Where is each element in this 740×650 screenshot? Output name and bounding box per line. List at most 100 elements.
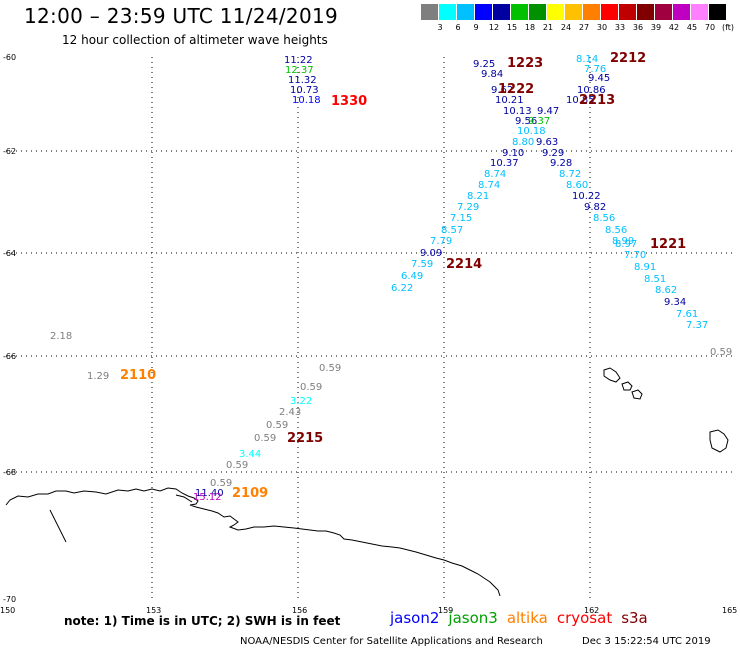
colorbar-label: 15 bbox=[506, 23, 518, 32]
wave-height-value: 10.18 bbox=[517, 126, 546, 137]
wave-height-value: 15.12 bbox=[193, 492, 222, 503]
colorbar-label: 30 bbox=[596, 23, 608, 32]
wave-height-value: 0.59 bbox=[210, 478, 233, 489]
wave-height-value: 12.37 bbox=[285, 65, 314, 76]
wave-height-value: 8.74 bbox=[484, 169, 507, 180]
wave-height-value: 9.29 bbox=[542, 148, 565, 159]
wave-height-value: 1.29 bbox=[87, 371, 110, 382]
wave-height-value: 0.59 bbox=[300, 382, 323, 393]
wave-height-value: 0.59 bbox=[254, 433, 277, 444]
colorbar-label: 27 bbox=[578, 23, 590, 32]
wave-height-value: 8.91 bbox=[634, 262, 657, 273]
wave-height-value: 0.59 bbox=[266, 420, 289, 431]
wave-height-value: 9.45 bbox=[588, 73, 611, 84]
colorbar-label: 24 bbox=[560, 23, 572, 32]
pass-time-label: 2213 bbox=[579, 93, 616, 108]
wave-height-value: 10.73 bbox=[290, 85, 319, 96]
wave-height-value: 9.28 bbox=[550, 158, 573, 169]
wave-height-value: 8.80 bbox=[512, 137, 535, 148]
island-2 bbox=[621, 381, 633, 391]
colorbar-swatch bbox=[457, 4, 475, 20]
island-3 bbox=[631, 389, 643, 400]
colorbar-swatch bbox=[601, 4, 619, 20]
wave-height-value: 9.47 bbox=[537, 106, 560, 117]
wave-height-value: 7.79 bbox=[430, 236, 453, 247]
colorbar-swatch bbox=[529, 4, 547, 20]
colorbar-swatch bbox=[493, 4, 511, 20]
longitude-label: 153 bbox=[146, 606, 162, 615]
coastline-peninsula bbox=[175, 494, 193, 503]
island-4 bbox=[709, 429, 729, 453]
pass-time-label: 2215 bbox=[287, 431, 324, 446]
legend-item-jason2: jason2 bbox=[390, 609, 440, 627]
wave-height-value: 7.70 bbox=[624, 250, 647, 261]
pass-time-label: 2212 bbox=[610, 51, 647, 66]
colorbar-label: 3 bbox=[437, 23, 443, 32]
wave-height-value: 7.37 bbox=[686, 320, 709, 331]
latitude-label: -66 bbox=[3, 352, 17, 361]
colorbar-label: 6 bbox=[455, 23, 461, 32]
wave-height-value: 7.29 bbox=[457, 202, 480, 213]
wave-height-value: 2.43 bbox=[279, 407, 302, 418]
wave-height-value: 3.22 bbox=[290, 396, 313, 407]
wave-height-value: 10.37 bbox=[490, 158, 519, 169]
wave-height-value: 10.13 bbox=[503, 106, 532, 117]
latitude-label: -60 bbox=[3, 53, 17, 62]
wave-height-value: 10.85 bbox=[566, 95, 595, 106]
map-subtitle: 12 hour collection of altimeter wave hei… bbox=[62, 33, 328, 47]
latitude-label: -70 bbox=[3, 595, 17, 604]
colorbar-label: 12 bbox=[488, 23, 500, 32]
colorbar-swatch bbox=[421, 4, 439, 20]
wave-height-value: 8.56 bbox=[605, 225, 628, 236]
colorbar-label: 36 bbox=[632, 23, 644, 32]
wave-height-value: 8.97 bbox=[615, 239, 638, 250]
colorbar-swatch bbox=[655, 4, 673, 20]
pass-time-label: 1223 bbox=[507, 56, 544, 71]
colorbar-label: 9 bbox=[473, 23, 479, 32]
coastline-inner bbox=[49, 509, 67, 543]
colorbar-swatch bbox=[439, 4, 457, 20]
wave-height-value: 8.60 bbox=[566, 180, 589, 191]
wave-height-value: 8.56 bbox=[593, 213, 616, 224]
island-1 bbox=[603, 367, 621, 383]
wave-height-value: 8.51 bbox=[644, 274, 667, 285]
legend-item-jason3: jason3 bbox=[448, 609, 498, 627]
lat-lon-grid bbox=[6, 57, 736, 599]
colorbar-swatch bbox=[475, 4, 493, 20]
legend-item-s3a: s3a bbox=[621, 609, 648, 627]
wave-height-value: 9.25 bbox=[473, 59, 496, 70]
pass-time-label: 1221 bbox=[650, 237, 687, 252]
wave-height-value: 2.18 bbox=[50, 331, 73, 342]
colorbar-swatch bbox=[511, 4, 529, 20]
wave-height-value: 10.18 bbox=[292, 95, 321, 106]
wave-height-value: 7.59 bbox=[411, 259, 434, 270]
wave-height-value: 9.63 bbox=[536, 137, 559, 148]
wave-height-value: 0.59 bbox=[319, 363, 342, 374]
wave-height-value: 8.62 bbox=[655, 285, 678, 296]
wave-height-value: 9.09 bbox=[420, 248, 443, 259]
colorbar-swatch bbox=[583, 4, 601, 20]
satellite-legend: jason2 jason3 altika cryosat s3a bbox=[390, 609, 657, 627]
pass-time-label: 2214 bbox=[446, 257, 483, 272]
colorbar-label: 39 bbox=[650, 23, 662, 32]
colorbar-swatch bbox=[547, 4, 565, 20]
longitude-label: 162 bbox=[584, 606, 600, 615]
wave-height-value: 8.74 bbox=[478, 180, 501, 191]
wave-height-value: 8.57 bbox=[441, 225, 464, 236]
map-title: 12:00 – 23:59 UTC 11/24/2019 bbox=[24, 4, 339, 28]
wave-height-value: 9.84 bbox=[481, 69, 504, 80]
wave-height-value: 9.62 bbox=[491, 85, 514, 96]
colorbar-swatch bbox=[673, 4, 691, 20]
pass-time-label: 2110 bbox=[120, 368, 157, 383]
wave-height-value: 9.10 bbox=[502, 148, 525, 159]
wave-height-value: 8.21 bbox=[467, 191, 490, 202]
colorbar-swatch bbox=[619, 4, 637, 20]
timestamp: Dec 3 15:22:54 UTC 2019 bbox=[582, 636, 711, 647]
wave-height-value: 10.22 bbox=[572, 191, 601, 202]
credit-line: NOAA/NESDIS Center for Satellite Applica… bbox=[240, 636, 543, 647]
colorbar-swatch bbox=[691, 4, 709, 20]
colorbar-label: (ft) bbox=[721, 23, 735, 32]
colorbar-label: 70 bbox=[704, 23, 716, 32]
longitude-label: 159 bbox=[438, 606, 454, 615]
